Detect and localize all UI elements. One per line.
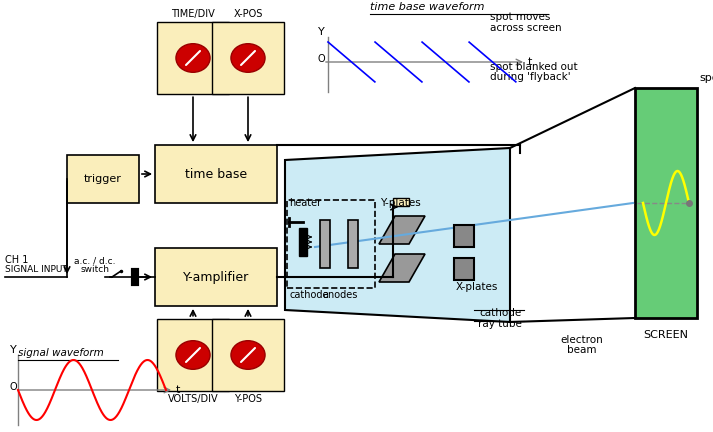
- Bar: [320, 220, 330, 268]
- Bar: [157, 319, 230, 391]
- Text: heater: heater: [289, 198, 321, 208]
- Text: spot blanked out: spot blanked out: [490, 62, 578, 72]
- Bar: [155, 145, 277, 203]
- Polygon shape: [379, 254, 425, 282]
- Text: O: O: [317, 54, 325, 64]
- Bar: [454, 258, 474, 280]
- Ellipse shape: [176, 44, 210, 72]
- Bar: [299, 228, 307, 256]
- Text: time base waveform: time base waveform: [370, 2, 485, 12]
- Bar: [157, 22, 230, 94]
- Polygon shape: [379, 216, 425, 244]
- Text: Y-POS: Y-POS: [234, 394, 262, 404]
- Text: Y-plates: Y-plates: [379, 198, 421, 208]
- Text: CH 1: CH 1: [5, 255, 29, 265]
- Text: X-plates: X-plates: [456, 282, 498, 292]
- Bar: [287, 200, 375, 288]
- Text: X-POS: X-POS: [233, 9, 262, 19]
- Text: switch: switch: [81, 265, 110, 274]
- Text: Y-amplifier: Y-amplifier: [183, 270, 249, 283]
- Text: t: t: [528, 57, 533, 67]
- Text: ray tube: ray tube: [478, 319, 522, 329]
- Text: trigger: trigger: [84, 174, 122, 184]
- Text: cathode: cathode: [479, 308, 521, 318]
- Text: t: t: [176, 385, 180, 395]
- Text: anodes: anodes: [322, 290, 357, 300]
- Bar: [393, 198, 409, 206]
- Text: cathode: cathode: [289, 290, 329, 300]
- Text: SCREEN: SCREEN: [644, 330, 689, 340]
- Text: time base: time base: [185, 168, 247, 181]
- Text: spot moves: spot moves: [490, 12, 550, 22]
- Text: Y: Y: [9, 345, 16, 355]
- Text: beam: beam: [568, 345, 597, 355]
- Bar: [212, 319, 284, 391]
- Text: a.c. / d.c.: a.c. / d.c.: [74, 256, 116, 265]
- Text: VOLTS/DIV: VOLTS/DIV: [168, 394, 218, 404]
- Text: Y: Y: [317, 27, 324, 37]
- Text: TIME/DIV: TIME/DIV: [171, 9, 215, 19]
- Text: spot: spot: [699, 73, 713, 83]
- Text: across screen: across screen: [490, 23, 562, 33]
- Bar: [635, 88, 697, 318]
- Polygon shape: [285, 148, 510, 322]
- Ellipse shape: [231, 44, 265, 72]
- Ellipse shape: [176, 341, 210, 369]
- Ellipse shape: [231, 341, 265, 369]
- Text: during 'flyback': during 'flyback': [490, 72, 570, 82]
- Text: signal waveform: signal waveform: [18, 348, 104, 358]
- Bar: [348, 220, 358, 268]
- Bar: [67, 155, 139, 203]
- Text: electron: electron: [560, 335, 603, 345]
- Bar: [212, 22, 284, 94]
- Text: SIGNAL INPUT: SIGNAL INPUT: [5, 265, 68, 274]
- Text: O: O: [9, 382, 17, 392]
- Bar: [155, 248, 277, 306]
- Bar: [454, 225, 474, 247]
